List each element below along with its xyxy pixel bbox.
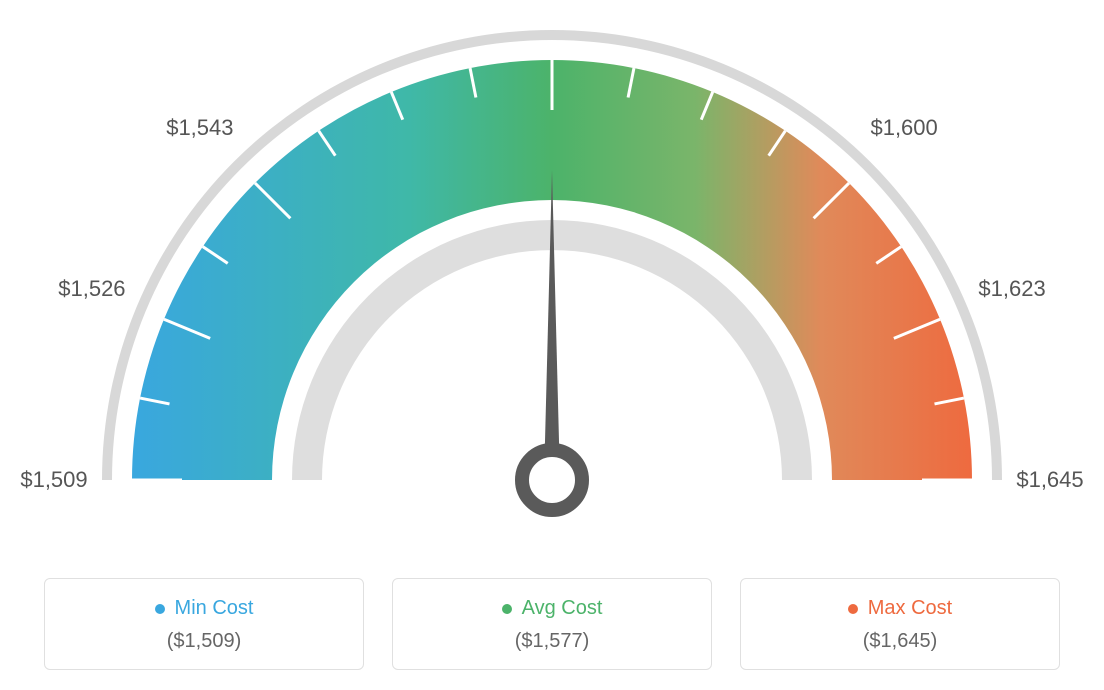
max-cost-card: Max Cost ($1,645) — [740, 578, 1060, 670]
needle — [544, 170, 560, 480]
legend-title: Max Cost — [848, 597, 952, 620]
legend-value: ($1,645) — [751, 630, 1049, 653]
tick-label: $1,509 — [20, 467, 87, 493]
legend-title-text: Min Cost — [175, 597, 254, 620]
legend-title: Min Cost — [155, 597, 254, 620]
needle-hub — [522, 450, 582, 510]
avg-cost-card: Avg Cost ($1,577) — [392, 578, 712, 670]
legend-title-text: Max Cost — [868, 597, 952, 620]
tick-label: $1,645 — [1016, 467, 1083, 493]
legend-dot-icon — [502, 604, 512, 614]
legend-dot-icon — [848, 604, 858, 614]
legend-dot-icon — [155, 604, 165, 614]
legend-value: ($1,509) — [55, 630, 353, 653]
legend-title-text: Avg Cost — [522, 597, 603, 620]
gauge-svg — [0, 0, 1104, 560]
tick-label: $1,526 — [58, 276, 125, 302]
legend-row: Min Cost ($1,509) Avg Cost ($1,577) Max Cost… — [0, 578, 1104, 670]
tick-label: $1,543 — [166, 115, 233, 141]
tick-label: $1,600 — [870, 115, 937, 141]
legend-title: Avg Cost — [502, 597, 603, 620]
tick-label: $1,623 — [978, 276, 1045, 302]
gauge-chart: $1,509$1,526$1,543$1,577$1,600$1,623$1,6… — [0, 0, 1104, 560]
min-cost-card: Min Cost ($1,509) — [44, 578, 364, 670]
legend-value: ($1,577) — [403, 630, 701, 653]
